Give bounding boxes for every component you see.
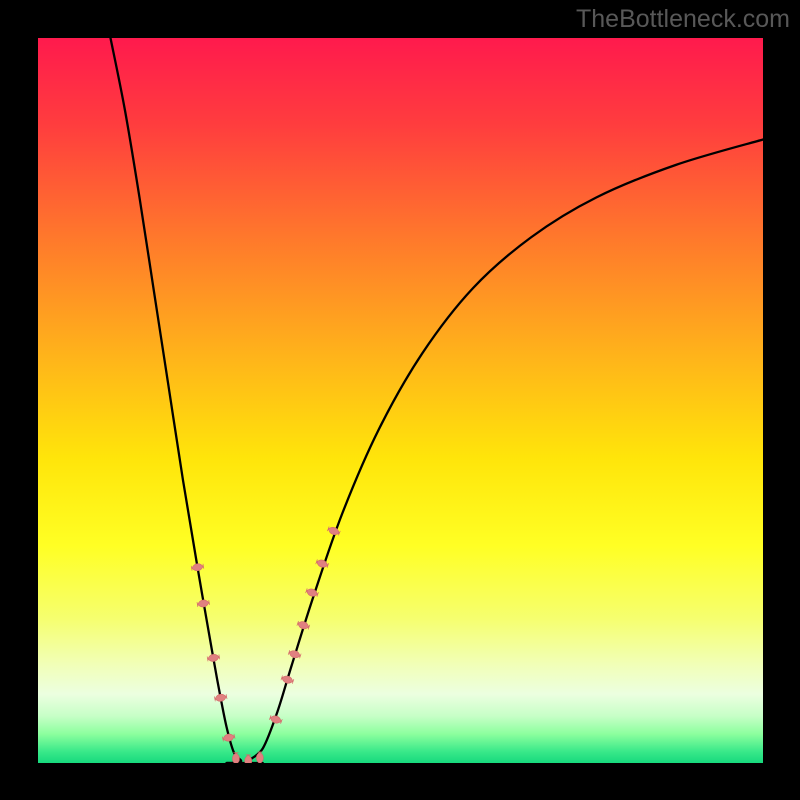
gradient-background [38,38,763,763]
outer-frame: TheBottleneck.com [0,0,800,800]
chart-svg [38,38,763,763]
watermark-text: TheBottleneck.com [576,5,790,34]
plot-area [38,38,763,763]
